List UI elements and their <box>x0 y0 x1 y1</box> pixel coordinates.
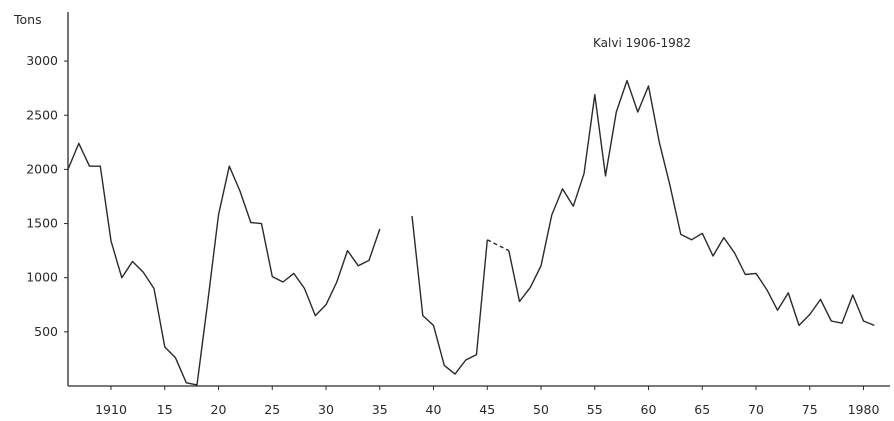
x-tick-label: 55 <box>587 402 603 417</box>
x-tick-label: 20 <box>211 402 227 417</box>
chart-title: Kalvi 1906-1982 <box>593 36 691 50</box>
y-tick-label: 2000 <box>26 161 58 176</box>
x-tick-label: 60 <box>641 402 657 417</box>
x-tick-label: 40 <box>426 402 442 417</box>
y-axis-ticks: 500 1000 1500 2000 2500 3000 <box>26 53 68 339</box>
x-tick-label: 65 <box>694 402 710 417</box>
y-tick-label: 2500 <box>26 107 58 122</box>
y-tick-label: 500 <box>34 324 58 339</box>
x-tick-label: 35 <box>372 402 388 417</box>
series-segment-dashed-3 <box>486 239 510 252</box>
x-tick-label: 75 <box>802 402 818 417</box>
catch-series <box>67 79 875 386</box>
y-axis-unit-label: Tons <box>13 12 42 27</box>
x-tick-label: 25 <box>264 402 280 417</box>
x-tick-label: 70 <box>748 402 764 417</box>
series-segment-1 <box>67 142 381 386</box>
y-tick-label: 3000 <box>26 53 58 68</box>
x-tick-label: 30 <box>318 402 334 417</box>
series-segment-4 <box>508 79 875 327</box>
y-tick-label: 1000 <box>26 270 58 285</box>
series-segment-2 <box>411 215 488 375</box>
x-tick-label: 1980 <box>848 402 880 417</box>
y-tick-label: 1500 <box>26 216 58 231</box>
x-tick-label: 45 <box>479 402 495 417</box>
x-axis-ticks: 1910 15 20 25 30 35 40 45 50 55 60 65 70 75 1980 <box>95 386 879 417</box>
x-tick-label: 1910 <box>95 402 127 417</box>
x-tick-label: 50 <box>533 402 549 417</box>
x-tick-label: 15 <box>157 402 173 417</box>
